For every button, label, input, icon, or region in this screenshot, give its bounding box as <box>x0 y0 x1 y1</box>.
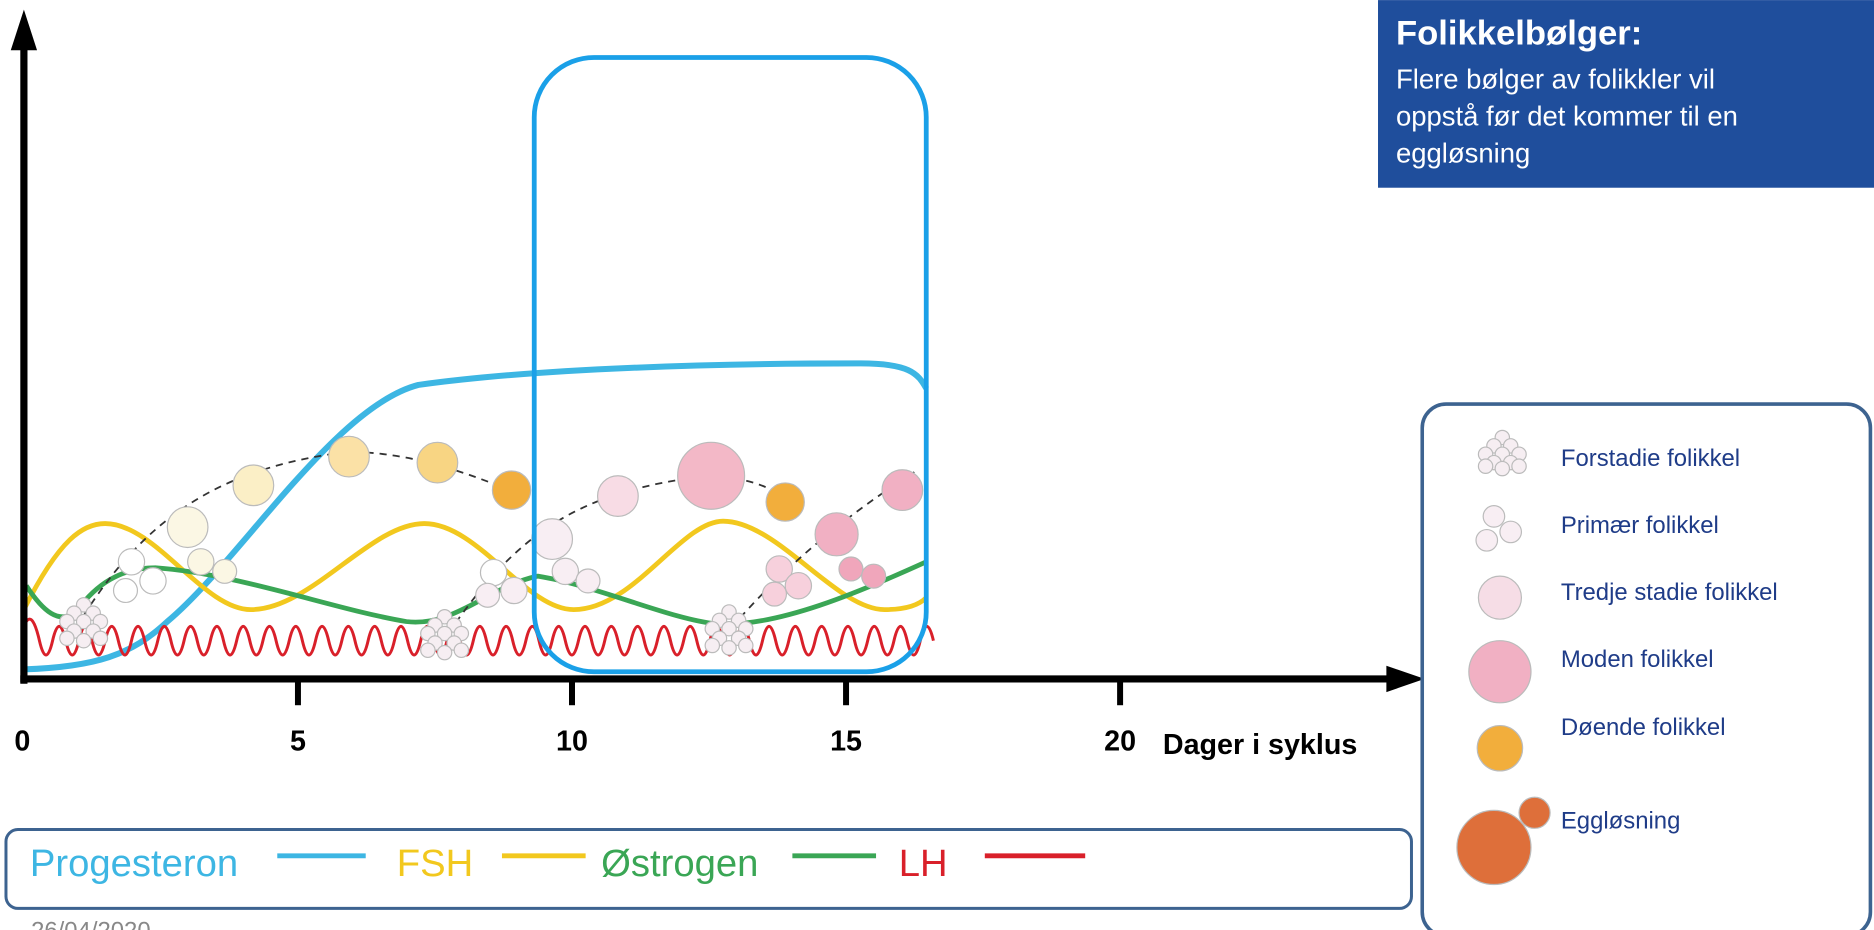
icon <box>1500 521 1522 543</box>
follicle <box>140 568 166 594</box>
follicle <box>454 643 468 657</box>
follicle <box>167 507 208 548</box>
follicle <box>93 631 107 645</box>
follicle <box>501 577 527 603</box>
follicle <box>815 513 858 556</box>
follicle <box>492 471 530 509</box>
page: Dager i syklus Folikkelbølger: 26/04/202… <box>0 0 1874 930</box>
icon <box>1477 726 1522 771</box>
follicle-legend-label: Forstadie folikkel <box>1561 445 1740 472</box>
legend-label: LH <box>899 842 948 885</box>
follicle <box>114 579 138 603</box>
follicle <box>766 483 804 521</box>
follicle <box>678 442 745 509</box>
follicle <box>437 645 451 659</box>
x-axis-label: Dager i syklus <box>1163 729 1357 761</box>
info-text: oppstå før det kommer til en <box>1396 101 1738 132</box>
follicle <box>552 558 578 584</box>
follicle <box>739 638 753 652</box>
x-tick-label: 20 <box>1104 726 1136 758</box>
follicle <box>862 564 886 588</box>
follicle-legend-label: Eggløsning <box>1561 807 1681 834</box>
follicle <box>60 631 74 645</box>
icon <box>1478 459 1492 473</box>
follicle <box>598 476 639 517</box>
legend-label: Progesteron <box>30 842 238 885</box>
follicle-legend-label: Moden folikkel <box>1561 646 1714 673</box>
follicle <box>476 583 500 607</box>
follicle <box>882 470 923 511</box>
slide: Dager i syklus Folikkelbølger: 26/04/202… <box>0 0 1874 930</box>
follicle <box>532 519 573 560</box>
x-tick-label: 0 <box>14 726 30 758</box>
follicle <box>233 465 274 506</box>
follicle <box>785 573 811 599</box>
icon <box>1476 530 1498 552</box>
follicle <box>421 643 435 657</box>
follicle <box>118 549 144 575</box>
follicle <box>329 436 370 477</box>
icon <box>1457 810 1531 884</box>
icon <box>1469 641 1531 703</box>
info-text: eggløsning <box>1396 138 1530 169</box>
follicle <box>417 442 458 483</box>
icon <box>1483 506 1505 528</box>
follicle <box>839 557 863 581</box>
legend-label: FSH <box>397 842 473 885</box>
footer-date: 26/04/2020 <box>31 917 151 930</box>
follicle <box>705 638 719 652</box>
y-axis-arrow <box>11 10 37 51</box>
follicle-legend-label: Tredje stadie folikkel <box>1561 579 1778 606</box>
x-tick-label: 5 <box>290 726 306 758</box>
follicle-legend-label: Døende folikkel <box>1561 714 1726 741</box>
info-title: Folikkelbølger: <box>1396 14 1642 52</box>
icon <box>1478 576 1521 619</box>
icon <box>1512 459 1526 473</box>
x-axis-arrow <box>1386 666 1424 692</box>
follicle <box>76 634 90 648</box>
icon <box>1519 797 1550 828</box>
follicle-legend-label: Primær folikkel <box>1561 512 1719 539</box>
follicle <box>722 641 736 655</box>
x-tick-label: 10 <box>556 726 588 758</box>
follicle <box>480 559 506 585</box>
follicle <box>763 582 787 606</box>
icon <box>1495 461 1509 475</box>
legend-label: Østrogen <box>601 842 758 885</box>
info-text: Flere bølger av folikkler vil <box>1396 64 1715 95</box>
follicle <box>576 569 600 593</box>
follicle <box>188 549 214 575</box>
x-tick-label: 15 <box>830 726 862 758</box>
follicle <box>213 559 237 583</box>
